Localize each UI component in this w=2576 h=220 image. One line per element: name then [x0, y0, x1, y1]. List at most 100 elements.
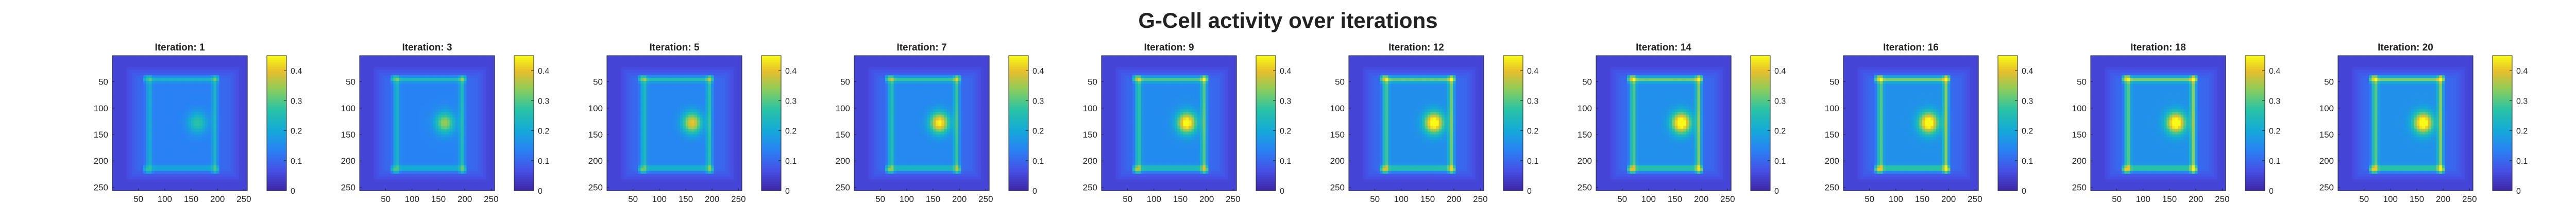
- heatmap-cell: [472, 126, 475, 129]
- heatmap-cell: [385, 84, 388, 87]
- heatmap-cell: [163, 126, 166, 129]
- heatmap-cell: [236, 58, 239, 61]
- heatmap-cell: [362, 61, 365, 64]
- heatmap-cell: [447, 87, 450, 90]
- heatmap-cell: [180, 58, 183, 61]
- heatmap-cell: [129, 160, 132, 163]
- heatmap-cell: [233, 143, 236, 146]
- heatmap-cell: [478, 109, 481, 112]
- heatmap-cell: [211, 168, 214, 171]
- heatmap-cell: [219, 78, 222, 81]
- heatmap-cell: [663, 56, 666, 59]
- heatmap-cell: [447, 129, 450, 132]
- heatmap-cell: [455, 174, 459, 177]
- heatmap-cell: [368, 81, 371, 84]
- heatmap-cell: [185, 92, 189, 95]
- heatmap-cell: [360, 165, 363, 168]
- heatmap-cell: [360, 146, 363, 149]
- heatmap-cell: [214, 56, 217, 59]
- heatmap-cell: [371, 87, 374, 90]
- heatmap-cell: [230, 106, 233, 109]
- heatmap-cell: [388, 165, 391, 168]
- heatmap-cell: [205, 160, 208, 163]
- heatmap-cell: [394, 143, 397, 146]
- heatmap-cell: [126, 81, 129, 84]
- heatmap-cell: [408, 171, 411, 174]
- heatmap-cell: [408, 58, 411, 61]
- heatmap-cell: [481, 121, 484, 124]
- heatmap-cell: [236, 67, 239, 70]
- heatmap-cell: [408, 146, 411, 149]
- heatmap-cell: [202, 162, 206, 165]
- heatmap-cell: [132, 61, 135, 64]
- heatmap-cell: [421, 121, 425, 124]
- heatmap-cell: [447, 81, 450, 84]
- heatmap-cell: [168, 185, 172, 188]
- heatmap-cell: [236, 134, 239, 138]
- heatmap-cell: [391, 134, 394, 138]
- heatmap-cell: [202, 129, 206, 132]
- heatmap-cell: [410, 126, 413, 129]
- heatmap-cell: [236, 174, 239, 177]
- heatmap-cell: [216, 64, 219, 67]
- heatmap-cell: [388, 143, 391, 146]
- heatmap-cell: [444, 123, 447, 126]
- heatmap-cell: [146, 148, 149, 151]
- heatmap-cell: [394, 87, 397, 90]
- heatmap-cell: [194, 162, 197, 165]
- heatmap-cell: [475, 87, 478, 90]
- heatmap-cell: [365, 106, 368, 109]
- heatmap-cell: [188, 146, 191, 149]
- heatmap-cell: [135, 151, 138, 155]
- heatmap-cell: [419, 104, 422, 107]
- heatmap-cell: [157, 100, 160, 104]
- heatmap-cell: [239, 154, 242, 157]
- heatmap-cell: [478, 162, 481, 165]
- heatmap-cell: [124, 64, 127, 67]
- heatmap-cell: [172, 58, 175, 61]
- heatmap-cell: [408, 106, 411, 109]
- heatmap-cell: [399, 177, 402, 180]
- heatmap-cell: [458, 179, 461, 182]
- heatmap-cell: [382, 81, 385, 84]
- heatmap-cell: [626, 58, 630, 61]
- heatmap-cell: [452, 81, 455, 84]
- heatmap-cell: [219, 121, 222, 124]
- heatmap-cell: [211, 131, 214, 134]
- heatmap-cell: [408, 140, 411, 143]
- heatmap-cell: [466, 106, 469, 109]
- heatmap-cell: [180, 64, 183, 67]
- heatmap-cell: [236, 106, 239, 109]
- heatmap-cell: [230, 75, 233, 78]
- heatmap-cell: [408, 73, 411, 76]
- heatmap-cell: [464, 121, 467, 124]
- heatmap-cell: [455, 87, 459, 90]
- heatmap-cell: [379, 92, 382, 95]
- heatmap-cell: [427, 84, 430, 87]
- heatmap-cell: [205, 84, 208, 87]
- heatmap-cell: [452, 148, 455, 151]
- heatmap-cell: [205, 157, 208, 160]
- heatmap-cell: [124, 75, 127, 78]
- heatmap-cell: [455, 129, 459, 132]
- heatmap-cell: [385, 126, 388, 129]
- heatmap-cell: [205, 126, 208, 129]
- heatmap-cell: [166, 98, 169, 101]
- heatmap-cell: [132, 148, 135, 151]
- heatmap-cell: [182, 75, 185, 78]
- heatmap-cell: [388, 115, 391, 118]
- heatmap-cell: [166, 121, 169, 124]
- heatmap-cell: [399, 134, 402, 138]
- heatmap-cell: [660, 56, 664, 59]
- heatmap-cell: [649, 56, 652, 59]
- heatmap-cell: [461, 146, 464, 149]
- heatmap-cell: [126, 58, 129, 61]
- heatmap-cell: [151, 146, 155, 149]
- colorbar-segment: [267, 179, 286, 182]
- heatmap-cell: [129, 70, 132, 73]
- heatmap-cell: [163, 100, 166, 104]
- heatmap-cell: [132, 67, 135, 70]
- heatmap-cell: [377, 162, 380, 165]
- heatmap-cell: [205, 131, 208, 134]
- heatmap-cell: [225, 185, 228, 188]
